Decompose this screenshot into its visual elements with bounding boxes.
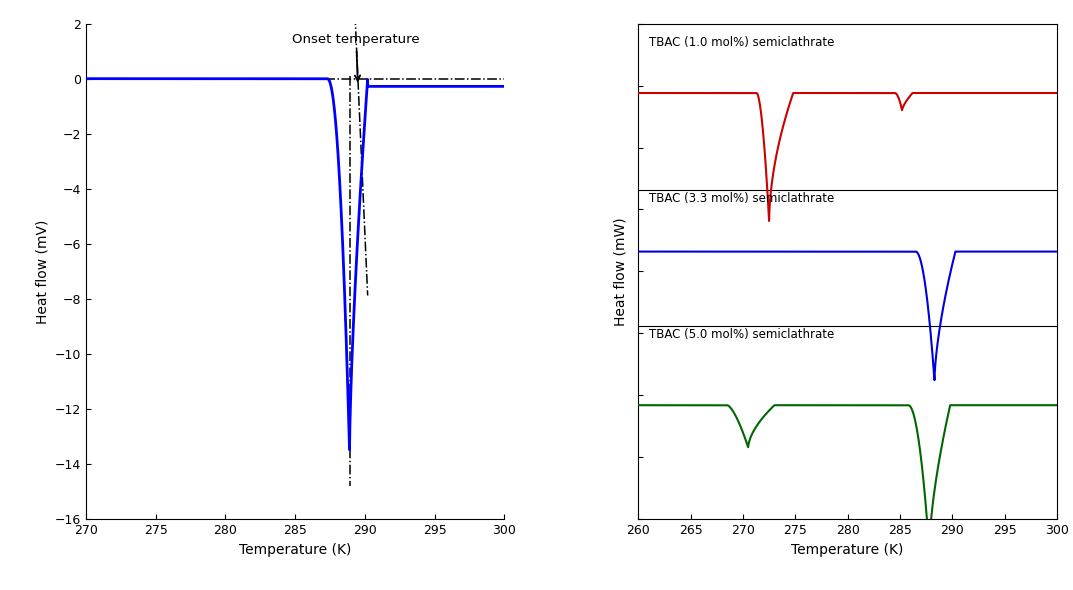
Text: TBAC (1.0 mol%) semiclathrate: TBAC (1.0 mol%) semiclathrate	[649, 36, 834, 49]
Text: TBAC (5.0 mol%) semiclathrate: TBAC (5.0 mol%) semiclathrate	[649, 329, 834, 342]
Text: Onset temperature: Onset temperature	[292, 33, 420, 81]
X-axis label: Temperature (K): Temperature (K)	[239, 543, 351, 556]
X-axis label: Temperature (K): Temperature (K)	[792, 543, 903, 556]
Y-axis label: Heat flow (mV): Heat flow (mV)	[35, 219, 49, 323]
Text: TBAC (3.3 mol%) semiclathrate: TBAC (3.3 mol%) semiclathrate	[649, 192, 834, 205]
Y-axis label: Heat flow (mW): Heat flow (mW)	[614, 217, 628, 326]
